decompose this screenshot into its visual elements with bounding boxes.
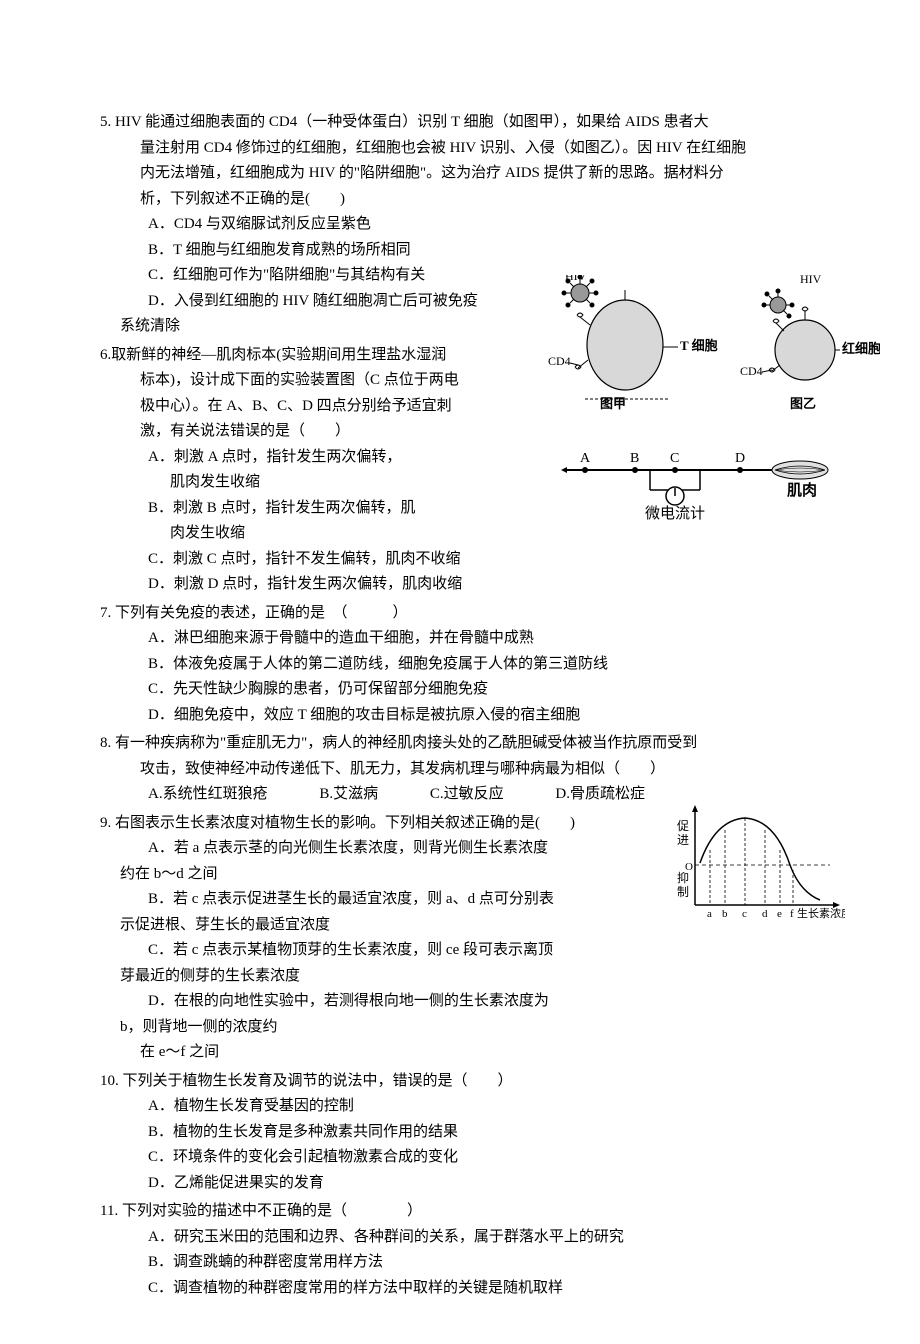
nerve-label-d: D xyxy=(735,451,745,466)
question-11: 11. 下列对实验的描述中不正确的是（ ） A．研究玉米田的范围和边界、各种群间… xyxy=(100,1199,820,1301)
q8-option-a: A.系统性红斑狼疮 xyxy=(148,782,268,808)
tcell-label: T 细胞 xyxy=(680,338,718,353)
q6-s1: 取新鲜的神经—肌肉标本(实验期间用生理盐水湿润 xyxy=(111,347,446,363)
q8-option-d: D.骨质疏松症 xyxy=(555,782,645,808)
nerve-svg: A B C D 微电流计 肌肉 xyxy=(555,450,835,520)
q7-num: 7. xyxy=(100,605,111,621)
hiv-label-1: HIV xyxy=(565,275,587,283)
caption-2: 图乙 xyxy=(790,396,816,411)
q9-option-d3: 在 e～f 之间 xyxy=(100,1040,820,1066)
q5-option-b: B．T 细胞与红细胞发育成熟的场所相同 xyxy=(100,238,820,264)
q11-stem: 11. 下列对实验的描述中不正确的是（ ） xyxy=(100,1199,820,1225)
auxin-y-bot1: 抑 xyxy=(677,870,689,885)
nerve-label-a: A xyxy=(580,451,591,466)
q10-option-c: C．环境条件的变化会引起植物激素合成的变化 xyxy=(100,1145,820,1171)
auxin-x-a: a xyxy=(707,908,712,920)
hiv-svg: T 细胞 CD4 HIV 图甲 红细胞 xyxy=(540,275,880,415)
q9-option-c1: C．若 c 点表示某植物顶芽的生长素浓度，则 ce 段可表示离顶 xyxy=(100,938,820,964)
question-10: 10. 下列关于植物生长发育及调节的说法中，错误的是（ ） A．植物生长发育受基… xyxy=(100,1069,820,1197)
q7-option-a: A．淋巴细胞来源于骨髓中的造血干细胞，并在骨髓中成熟 xyxy=(100,626,820,652)
auxin-y-top2: 进 xyxy=(677,833,689,847)
nerve-label-c: C xyxy=(670,451,679,466)
q9-num: 9. xyxy=(100,815,111,831)
meter-label: 微电流计 xyxy=(645,505,705,520)
q10-option-d: D．乙烯能促进果实的发育 xyxy=(100,1171,820,1197)
cd4-label-1: CD4 xyxy=(548,354,571,368)
q11-option-b: B．调查跳蝻的种群密度常用样方法 xyxy=(100,1250,820,1276)
question-8: 8. 有一种疾病称为"重症肌无力"，病人的神经肌肉接头处的乙酰胆碱受体被当作抗原… xyxy=(100,731,820,808)
q7-s: 下列有关免疫的表述，正确的是 （ ） xyxy=(111,605,407,621)
q11-num: 11. xyxy=(100,1203,118,1219)
q5-stem-line2: 量注射用 CD4 修饰过的红细胞，红细胞也会被 HIV 识别、入侵（如图乙）。因… xyxy=(100,136,820,162)
q8-s1: 有一种疾病称为"重症肌无力"，病人的神经肌肉接头处的乙酰胆碱受体被当作抗原而受到 xyxy=(111,735,697,751)
figure-auxin: O a b c d e f 生长素浓度 促 进 抑 制 xyxy=(675,800,845,930)
q10-option-a: A．植物生长发育受基因的控制 xyxy=(100,1094,820,1120)
q9-option-d2: b，则背地一侧的浓度约 xyxy=(100,1015,820,1041)
q6-option-b2: 肉发生收缩 xyxy=(100,521,530,547)
q11-option-c: C．调查植物的种群密度常用的样方法中取样的关键是随机取样 xyxy=(100,1276,820,1302)
q7-option-c: C．先天性缺少胸腺的患者，仍可保留部分细胞免疫 xyxy=(100,677,820,703)
auxin-x-title: 生长素浓度 xyxy=(797,906,845,920)
q8-option-c: C.过敏反应 xyxy=(430,782,504,808)
muscle-label: 肌肉 xyxy=(787,481,817,499)
hiv-label-2: HIV xyxy=(800,275,822,286)
q10-num: 10. xyxy=(100,1073,119,1089)
q6-stem-line4: 激，有关说法错误的是（ ） xyxy=(100,419,530,445)
q5-num: 5. xyxy=(100,114,111,130)
rbc-label: 红细胞 xyxy=(842,341,880,356)
q7-option-b: B．体液免疫属于人体的第二道防线，细胞免疫属于人体的第三道防线 xyxy=(100,652,820,678)
auxin-y-top1: 促 xyxy=(677,819,689,833)
q6-option-c: C．刺激 C 点时，指针不发生偏转，肌肉不收缩 xyxy=(100,547,820,573)
q6-option-b1: B．刺激 B 点时，指针发生两次偏转，肌 xyxy=(100,496,530,522)
q11-s: 下列对实验的描述中不正确的是（ ） xyxy=(118,1203,422,1219)
q9-option-c2: 芽最近的侧芽的生长素浓度 xyxy=(100,964,820,990)
q6-stem-line1: 6.取新鲜的神经—肌肉标本(实验期间用生理盐水湿润 xyxy=(100,343,530,369)
q8-stem-line2: 攻击，致使神经冲动传递低下、肌无力，其发病机理与哪种病最为相似（ ） xyxy=(100,757,820,783)
figure-hiv: T 细胞 CD4 HIV 图甲 红细胞 xyxy=(540,275,880,415)
q6-option-a1: A．刺激 A 点时，指针发生两次偏转， xyxy=(100,445,530,471)
auxin-y-bot2: 制 xyxy=(677,885,689,899)
auxin-x-e: e xyxy=(777,908,782,920)
q5-stem-line1: 5. HIV 能通过细胞表面的 CD4（一种受体蛋白）识别 T 细胞（如图甲），… xyxy=(100,110,820,136)
q7-stem: 7. 下列有关免疫的表述，正确的是 （ ） xyxy=(100,601,820,627)
q5-s1: HIV 能通过细胞表面的 CD4（一种受体蛋白）识别 T 细胞（如图甲），如果给… xyxy=(115,114,709,130)
q11-option-a: A．研究玉米田的范围和边界、各种群间的关系，属于群落水平上的研究 xyxy=(100,1225,820,1251)
q10-s: 下列关于植物生长发育及调节的说法中，错误的是（ ） xyxy=(119,1073,513,1089)
nerve-label-b: B xyxy=(630,451,639,466)
q7-option-d: D．细胞免疫中，效应 T 细胞的攻击目标是被抗原入侵的宿主细胞 xyxy=(100,703,820,729)
q6-stem-line3: 极中心）。在 A、B、C、D 四点分别给予适宜刺 xyxy=(100,394,530,420)
q9-option-d1: D．在根的向地性实验中，若测得根向地一侧的生长素浓度为 xyxy=(100,989,820,1015)
q8-num: 8. xyxy=(100,735,111,751)
auxin-svg: O a b c d e f 生长素浓度 促 进 抑 制 xyxy=(675,800,845,930)
q8-stem-line1: 8. 有一种疾病称为"重症肌无力"，病人的神经肌肉接头处的乙酰胆碱受体被当作抗原… xyxy=(100,731,820,757)
auxin-x-b: b xyxy=(722,908,728,920)
q6-stem-line2: 标本)，设计成下面的实验装置图（C 点位于两电 xyxy=(100,368,530,394)
question-7: 7. 下列有关免疫的表述，正确的是 （ ） A．淋巴细胞来源于骨髓中的造血干细胞… xyxy=(100,601,820,729)
q8-option-b: B.艾滋病 xyxy=(319,782,378,808)
q5-stem-line4: 析，下列叙述不正确的是( ) xyxy=(100,187,820,213)
q5-stem-line3: 内无法增殖，红细胞成为 HIV 的"陷阱细胞"。这为治疗 AIDS 提供了新的思… xyxy=(100,161,820,187)
q10-stem: 10. 下列关于植物生长发育及调节的说法中，错误的是（ ） xyxy=(100,1069,820,1095)
auxin-x-c: c xyxy=(742,908,747,920)
q6-option-a2: 肌肉发生收缩 xyxy=(100,470,530,496)
q6-option-d: D．刺激 D 点时，指针发生两次偏转，肌肉收缩 xyxy=(100,572,820,598)
q9-s: 右图表示生长素浓度对植物生长的影响。下列相关叙述正确的是( ) xyxy=(111,815,575,831)
q10-option-b: B．植物的生长发育是多种激素共同作用的结果 xyxy=(100,1120,820,1146)
figure-nerve: A B C D 微电流计 肌肉 xyxy=(555,450,835,520)
caption-1: 图甲 xyxy=(600,396,626,411)
cd4-label-2: CD4 xyxy=(740,364,763,378)
auxin-x-d: d xyxy=(762,908,768,920)
auxin-x-f: f xyxy=(790,908,794,920)
q5-option-a: A．CD4 与双缩脲试剂反应呈紫色 xyxy=(100,212,820,238)
q6-num: 6. xyxy=(100,347,111,363)
